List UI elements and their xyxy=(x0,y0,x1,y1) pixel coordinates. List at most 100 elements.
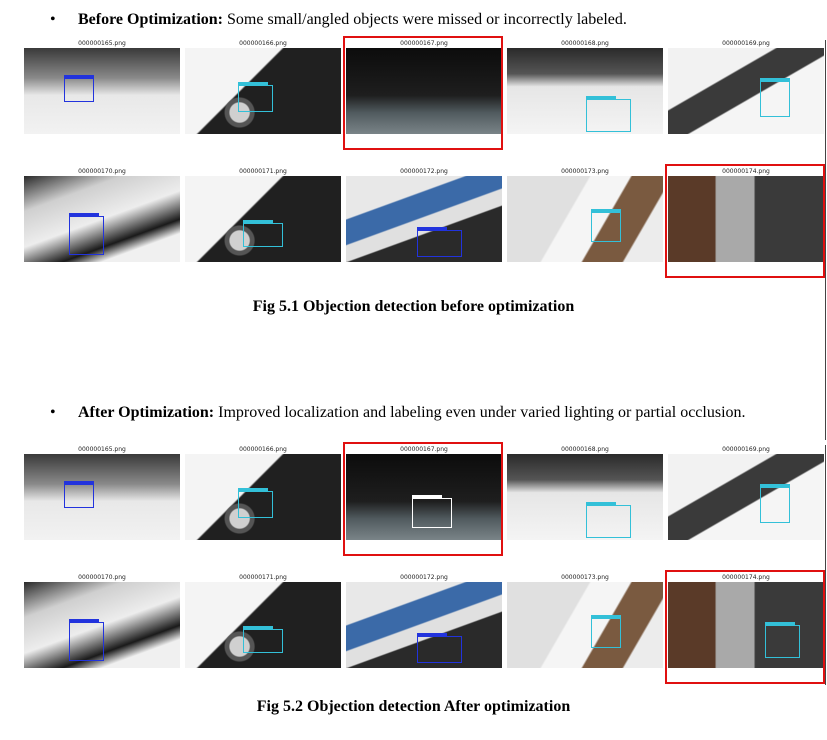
scene-background xyxy=(24,454,180,540)
bullet-dot: • xyxy=(50,404,56,421)
bounding-box xyxy=(591,209,621,242)
bounding-box xyxy=(412,495,452,528)
scene-background xyxy=(185,48,341,134)
detection-image xyxy=(185,176,341,262)
bounding-box-label xyxy=(243,220,273,224)
scene-background xyxy=(346,582,502,668)
bounding-box-label xyxy=(760,484,790,488)
bounding-box-label xyxy=(586,96,616,100)
detection-image xyxy=(507,176,663,262)
page-edge-rule xyxy=(825,445,826,685)
tile-filename: 000000165.png xyxy=(78,40,126,47)
tile-filename: 000000174.png xyxy=(722,168,770,175)
bullet-before-text: Before Optimization: Some small/angled o… xyxy=(78,10,790,30)
detection-image xyxy=(668,176,824,262)
detection-tile: 000000174.png xyxy=(668,574,824,670)
detection-tile: 000000171.png xyxy=(185,574,341,670)
tile-filename: 000000174.png xyxy=(722,574,770,581)
tile-filename: 000000168.png xyxy=(561,446,609,453)
bounding-box-label xyxy=(760,78,790,82)
scene-background xyxy=(668,48,824,134)
detection-tile: 000000172.png xyxy=(346,574,502,670)
tile-filename: 000000169.png xyxy=(722,40,770,47)
detection-image xyxy=(507,454,663,540)
scene-background xyxy=(185,176,341,262)
bounding-box xyxy=(586,96,631,132)
tile-filename: 000000168.png xyxy=(561,40,609,47)
detection-tile: 000000168.png xyxy=(507,446,663,542)
tile-filename: 000000166.png xyxy=(239,40,287,47)
bounding-box-label xyxy=(412,495,442,499)
highlight-box xyxy=(665,570,825,684)
detection-tile: 000000172.png xyxy=(346,168,502,264)
bullet-dot: • xyxy=(50,11,56,28)
detection-image xyxy=(668,48,824,134)
detection-tile: 000000173.png xyxy=(507,168,663,264)
scene-background xyxy=(24,176,180,262)
detection-image xyxy=(185,48,341,134)
scene-background xyxy=(507,48,663,134)
scene-background xyxy=(346,176,502,262)
bounding-box xyxy=(765,622,800,658)
detection-tile: 000000167.png xyxy=(346,40,502,136)
bounding-box xyxy=(238,488,273,518)
highlight-box xyxy=(343,36,503,150)
page-edge-rule xyxy=(825,40,826,440)
bounding-box xyxy=(586,502,631,538)
detection-image xyxy=(346,582,502,668)
detection-tile: 000000170.png xyxy=(24,168,180,264)
bullet-after-text: After Optimization: Improved localizatio… xyxy=(78,403,790,423)
bounding-box xyxy=(64,75,94,102)
tile-filename: 000000167.png xyxy=(400,40,448,47)
figure-after-caption: Fig 5.2 Objection detection After optimi… xyxy=(256,698,571,715)
detection-tile: 000000167.png xyxy=(346,446,502,542)
scene-background xyxy=(507,176,663,262)
bounding-box xyxy=(243,626,283,653)
bounding-box-label xyxy=(417,633,447,637)
before-heading: Before Optimization: xyxy=(78,11,224,28)
detection-image xyxy=(507,582,663,668)
bounding-box-label xyxy=(69,213,99,217)
bounding-box-label xyxy=(765,622,795,626)
scene-background xyxy=(185,582,341,668)
detection-tile: 000000166.png xyxy=(185,446,341,542)
scene-background xyxy=(668,454,824,540)
detection-image xyxy=(24,48,180,134)
bounding-box xyxy=(760,484,790,523)
highlight-box xyxy=(343,442,503,556)
detection-image xyxy=(668,454,824,540)
scene-background xyxy=(24,48,180,134)
detection-image xyxy=(668,582,824,668)
tile-filename: 000000170.png xyxy=(78,574,126,581)
tile-filename: 000000172.png xyxy=(400,168,448,175)
tile-filename: 000000173.png xyxy=(561,574,609,581)
bounding-box xyxy=(69,213,104,255)
tile-filename: 000000173.png xyxy=(561,168,609,175)
detection-tile: 000000165.png xyxy=(24,40,180,136)
bounding-box xyxy=(417,633,462,663)
detection-tile: 000000166.png xyxy=(185,40,341,136)
bounding-box-label xyxy=(586,502,616,506)
tile-filename: 000000171.png xyxy=(239,168,287,175)
detection-image xyxy=(346,454,502,540)
tile-filename: 000000166.png xyxy=(239,446,287,453)
bounding-box-label xyxy=(69,619,99,623)
detection-tile: 000000174.png xyxy=(668,168,824,264)
bounding-box xyxy=(64,481,94,508)
bounding-box-label xyxy=(238,82,268,86)
bounding-box-label xyxy=(591,615,621,619)
detection-image xyxy=(185,454,341,540)
figure-before-caption: Fig 5.1 Objection detection before optim… xyxy=(252,298,575,315)
after-heading: After Optimization: xyxy=(78,404,215,421)
detection-tile: 000000165.png xyxy=(24,446,180,542)
tile-filename: 000000171.png xyxy=(239,574,287,581)
bounding-box-label xyxy=(238,488,268,492)
highlight-box xyxy=(665,164,825,278)
scene-background xyxy=(507,454,663,540)
detection-image xyxy=(346,48,502,134)
bullet-after: • After Optimization: Improved localizat… xyxy=(50,403,790,445)
detection-image xyxy=(507,48,663,134)
bounding-box xyxy=(591,615,621,648)
detection-tile: 000000169.png xyxy=(668,40,824,136)
scene-background xyxy=(346,48,502,134)
